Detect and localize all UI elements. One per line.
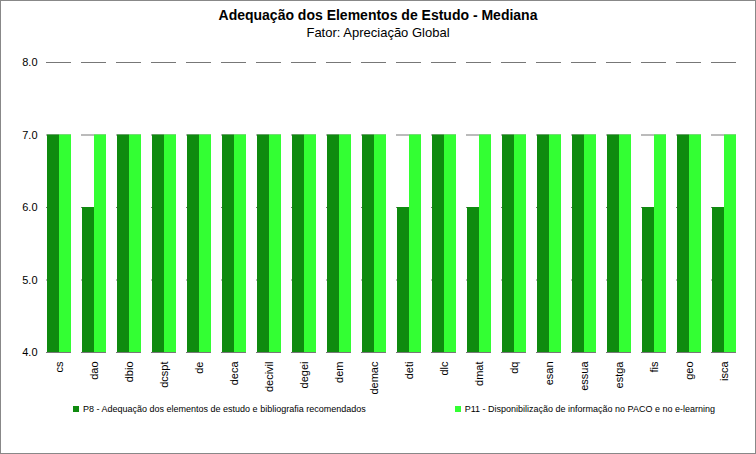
svg-text:deti: deti: [403, 362, 415, 380]
svg-text:esan: esan: [543, 362, 555, 386]
html-text:Fator: Apreciação Global: Fator: Apreciação Global: [306, 25, 450, 40]
svg-text:essua: essua: [578, 361, 590, 391]
svg-text:fis: fis: [648, 361, 660, 373]
svg-text:geo: geo: [683, 362, 695, 380]
html-text:Adequação dos Elementos de Est: Adequação dos Elementos de Estudo - Medi…: [218, 7, 538, 23]
svg-text:6.0: 6.0: [22, 201, 37, 213]
svg-text:5.0: 5.0: [22, 274, 37, 286]
svg-text:cs: cs: [53, 361, 65, 373]
svg-text:de: de: [193, 362, 205, 374]
svg-text:estga: estga: [613, 361, 625, 389]
svg-text:dao: dao: [88, 362, 100, 380]
html-text:P8 - Adequação dos elementos d: P8 - Adequação dos elementos de estudo e…: [83, 404, 366, 414]
svg-text:decivil: decivil: [263, 362, 275, 393]
svg-text:deca: deca: [228, 361, 240, 386]
svg-text:degei: degei: [298, 362, 310, 389]
svg-text:demac: demac: [368, 361, 380, 395]
svg-text:dcspt: dcspt: [158, 362, 170, 388]
svg-text:dq: dq: [508, 362, 520, 374]
svg-text:dbio: dbio: [123, 362, 135, 383]
svg-text:7.0: 7.0: [22, 129, 37, 141]
svg-text:isca: isca: [718, 361, 730, 381]
svg-text:4.0: 4.0: [22, 346, 37, 358]
svg-text:dmat: dmat: [473, 362, 485, 386]
svg-text:8.0: 8.0: [22, 56, 37, 68]
svg-text:dlc: dlc: [438, 361, 450, 376]
html-text:P11 - Disponibilização de info: P11 - Disponibilização de informação no …: [464, 404, 715, 414]
svg-text:dem: dem: [333, 362, 345, 383]
